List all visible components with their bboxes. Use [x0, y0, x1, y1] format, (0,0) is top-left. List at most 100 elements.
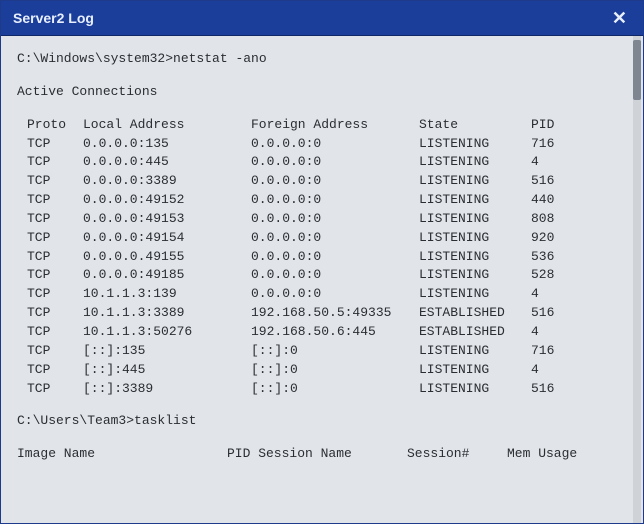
table-row: TCP10.1.1.3:50276192.168.50.6:445ESTABLI… — [17, 323, 631, 342]
col-pid: PID — [531, 116, 571, 135]
col-pid-session: PID Session Name — [227, 445, 407, 464]
cell-pid: 716 — [531, 342, 571, 361]
table-row: TCP10.1.1.3:1390.0.0.0:0LISTENING4 — [17, 285, 631, 304]
cell-foreign: 192.168.50.5:49335 — [251, 304, 419, 323]
cell-proto: TCP — [27, 229, 83, 248]
col-state: State — [419, 116, 531, 135]
cell-foreign: [::]:0 — [251, 380, 419, 399]
table-row: TCP[::]:135[::]:0LISTENING716 — [17, 342, 631, 361]
table-row: TCP10.1.1.3:3389192.168.50.5:49335ESTABL… — [17, 304, 631, 323]
cell-pid: 4 — [531, 285, 571, 304]
command-text: tasklist — [134, 413, 196, 428]
cell-state: LISTENING — [419, 248, 531, 267]
cell-pid: 536 — [531, 248, 571, 267]
cell-state: LISTENING — [419, 266, 531, 285]
cell-pid: 4 — [531, 153, 571, 172]
cell-pid: 516 — [531, 172, 571, 191]
table-row: TCP0.0.0.0:491850.0.0.0:0LISTENING528 — [17, 266, 631, 285]
titlebar[interactable]: Server2 Log ✕ — [1, 1, 643, 36]
cell-local: [::]:135 — [83, 342, 251, 361]
cell-pid: 920 — [531, 229, 571, 248]
cell-local: 0.0.0.0:49154 — [83, 229, 251, 248]
cell-foreign: 0.0.0.0:0 — [251, 135, 419, 154]
cell-local: 0.0.0.0:49152 — [83, 191, 251, 210]
table-row: TCP0.0.0.0:491530.0.0.0:0LISTENING808 — [17, 210, 631, 229]
table-row: TCP0.0.0.0:491520.0.0.0:0LISTENING440 — [17, 191, 631, 210]
cell-local: 10.1.1.3:3389 — [83, 304, 251, 323]
cell-local: [::]:445 — [83, 361, 251, 380]
table-row: TCP0.0.0.0:491540.0.0.0:0LISTENING920 — [17, 229, 631, 248]
cell-pid: 440 — [531, 191, 571, 210]
table-row: TCP[::]:445[::]:0LISTENING4 — [17, 361, 631, 380]
cell-state: LISTENING — [419, 361, 531, 380]
cell-foreign: 0.0.0.0:0 — [251, 210, 419, 229]
col-mem-usage: Mem Usage — [507, 445, 577, 464]
command-text: netstat -ano — [173, 51, 267, 66]
cell-state: LISTENING — [419, 342, 531, 361]
cell-foreign: 192.168.50.6:445 — [251, 323, 419, 342]
cell-proto: TCP — [27, 210, 83, 229]
cell-proto: TCP — [27, 248, 83, 267]
terminal-output: C:\Windows\system32>netstat -ano Active … — [1, 36, 643, 523]
cell-pid: 4 — [531, 361, 571, 380]
cell-foreign: 0.0.0.0:0 — [251, 153, 419, 172]
col-image-name: Image Name — [17, 445, 227, 464]
netstat-rows-container: TCP0.0.0.0:1350.0.0.0:0LISTENING716TCP0.… — [17, 135, 631, 399]
cell-proto: TCP — [27, 285, 83, 304]
table-row: TCP0.0.0.0:33890.0.0.0:0LISTENING516 — [17, 172, 631, 191]
cell-local: [::]:3389 — [83, 380, 251, 399]
netstat-heading: Active Connections — [17, 83, 631, 102]
prompt-line-tasklist: C:\Users\Team3>tasklist — [17, 412, 631, 431]
cell-local: 10.1.1.3:50276 — [83, 323, 251, 342]
cell-state: LISTENING — [419, 191, 531, 210]
cell-foreign: 0.0.0.0:0 — [251, 248, 419, 267]
cell-state: ESTABLISHED — [419, 323, 531, 342]
table-row: TCP0.0.0.0:4450.0.0.0:0LISTENING4 — [17, 153, 631, 172]
cell-foreign: 0.0.0.0:0 — [251, 172, 419, 191]
cell-foreign: 0.0.0.0:0 — [251, 229, 419, 248]
cell-foreign: 0.0.0.0:0 — [251, 285, 419, 304]
close-icon[interactable]: ✕ — [608, 9, 631, 27]
cell-local: 0.0.0.0:3389 — [83, 172, 251, 191]
cell-proto: TCP — [27, 304, 83, 323]
cell-state: LISTENING — [419, 153, 531, 172]
cell-local: 0.0.0.0:49153 — [83, 210, 251, 229]
cell-state: LISTENING — [419, 172, 531, 191]
col-foreign: Foreign Address — [251, 116, 419, 135]
cell-state: ESTABLISHED — [419, 304, 531, 323]
cell-state: LISTENING — [419, 380, 531, 399]
window-frame: Server2 Log ✕ C:\Windows\system32>netsta… — [0, 0, 644, 524]
prompt-path: C:\Windows\system32> — [17, 51, 173, 66]
cell-foreign: [::]:0 — [251, 342, 419, 361]
scrollbar-track[interactable] — [633, 36, 641, 523]
cell-proto: TCP — [27, 172, 83, 191]
prompt-path: C:\Users\Team3> — [17, 413, 134, 428]
cell-proto: TCP — [27, 342, 83, 361]
col-local: Local Address — [83, 116, 251, 135]
table-row: TCP[::]:3389[::]:0LISTENING516 — [17, 380, 631, 399]
cell-pid: 808 — [531, 210, 571, 229]
cell-state: LISTENING — [419, 210, 531, 229]
table-row: TCP0.0.0.0:1350.0.0.0:0LISTENING716 — [17, 135, 631, 154]
cell-pid: 528 — [531, 266, 571, 285]
cell-foreign: [::]:0 — [251, 361, 419, 380]
prompt-line-netstat: C:\Windows\system32>netstat -ano — [17, 50, 631, 69]
netstat-header-row: ProtoLocal AddressForeign AddressStatePI… — [17, 116, 631, 135]
cell-local: 10.1.1.3:139 — [83, 285, 251, 304]
cell-proto: TCP — [27, 135, 83, 154]
table-row: TCP0.0.0.0.491550.0.0.0:0LISTENING536 — [17, 248, 631, 267]
col-proto: Proto — [27, 116, 83, 135]
cell-pid: 716 — [531, 135, 571, 154]
cell-proto: TCP — [27, 191, 83, 210]
cell-local: 0.0.0.0:49185 — [83, 266, 251, 285]
cell-pid: 516 — [531, 304, 571, 323]
scrollbar-thumb[interactable] — [633, 40, 641, 100]
cell-local: 0.0.0.0.49155 — [83, 248, 251, 267]
cell-foreign: 0.0.0.0:0 — [251, 191, 419, 210]
cell-proto: TCP — [27, 153, 83, 172]
tasklist-header-row: Image NamePID Session NameSession#Mem Us… — [17, 445, 631, 464]
cell-proto: TCP — [27, 380, 83, 399]
cell-proto: TCP — [27, 266, 83, 285]
cell-state: LISTENING — [419, 229, 531, 248]
cell-proto: TCP — [27, 361, 83, 380]
